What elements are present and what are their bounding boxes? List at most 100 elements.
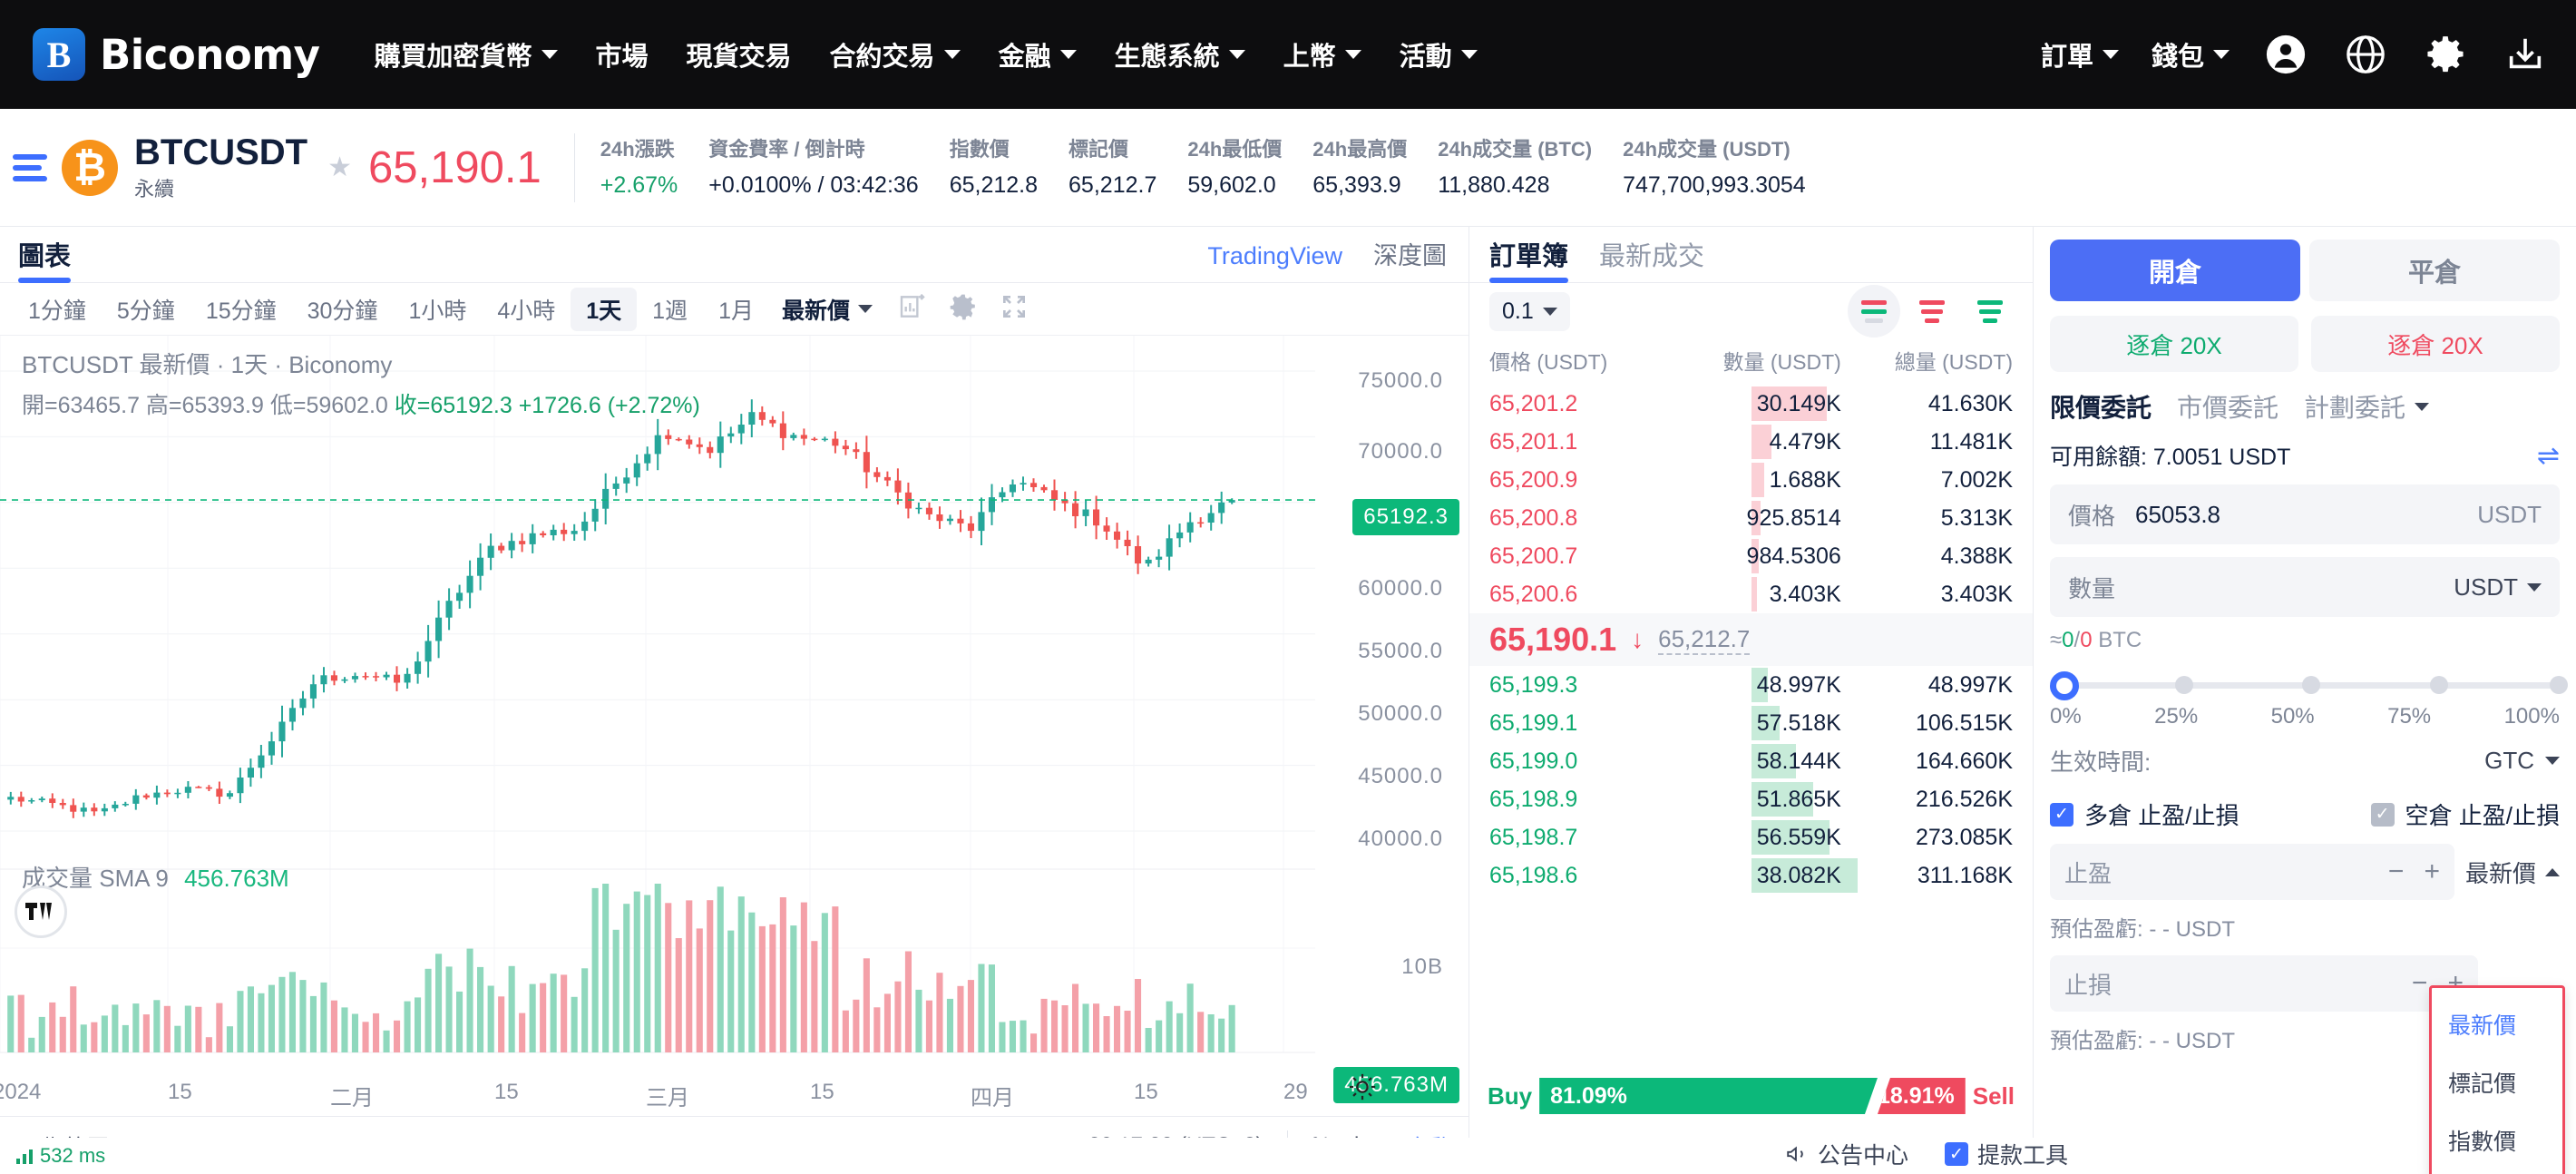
close-position-tab[interactable]: 平倉: [2309, 240, 2560, 301]
tif-dropdown[interactable]: GTC: [2484, 747, 2560, 775]
nav-item-wallet[interactable]: 錢包: [2152, 35, 2230, 73]
nav-item-futures[interactable]: 合約交易: [830, 35, 961, 73]
long-tpsl-checkbox[interactable]: ✓ 多倉 止盈/止損: [2050, 797, 2239, 831]
user-icon[interactable]: [2262, 31, 2309, 78]
price-input[interactable]: 價格 65053.8 USDT: [2050, 484, 2560, 544]
tp-label: 止盈: [2064, 859, 2113, 887]
status-bar: 532 ms 公告中心 ✓ 提款工具: [0, 1138, 2576, 1174]
indicator-icon[interactable]: [898, 292, 927, 326]
globe-icon[interactable]: [2342, 31, 2389, 78]
transfer-icon[interactable]: ⇌: [2536, 440, 2560, 471]
tp-price-source-dropdown[interactable]: 最新價: [2465, 856, 2560, 889]
table-row[interactable]: 65,199.0 58.144K 164.660K: [1469, 742, 2033, 780]
interval-1w[interactable]: 1週: [652, 298, 688, 324]
interval-1d[interactable]: 1天: [571, 287, 638, 331]
short-tpsl-checkbox[interactable]: ✓ 空倉 止盈/止損: [2370, 797, 2560, 831]
price-source-dropdown-menu[interactable]: 最新價 標記價 指數價: [2429, 985, 2565, 1174]
table-row[interactable]: 65,198.6 38.082K 311.168K: [1469, 856, 2033, 895]
sl-label: 止損: [2064, 971, 2113, 999]
table-row[interactable]: 65,199.1 57.518K 106.515K: [1469, 704, 2033, 742]
short-leverage-button[interactable]: 逐倉 20X: [2311, 316, 2560, 372]
stat-volume-usdt: 24h成交量 (USDT) 747,700,993.3054: [1623, 138, 1806, 198]
cell-price: 65,200.6: [1489, 581, 1578, 607]
y-tick: 75000.0: [1358, 368, 1443, 393]
tab-recent-trades[interactable]: 最新成交: [1599, 242, 1705, 271]
amount-slider[interactable]: [2050, 671, 2568, 700]
order-type-plan[interactable]: 計劃委託: [2304, 388, 2430, 425]
table-row[interactable]: 65,199.3 48.997K 48.997K: [1469, 666, 2033, 704]
take-profit-input[interactable]: 止盈 − +: [2050, 844, 2454, 900]
minus-icon[interactable]: −: [2387, 856, 2405, 886]
tab-chart[interactable]: 圖表: [18, 235, 72, 283]
cell-price: 65,201.1: [1489, 428, 1578, 455]
open-position-tab[interactable]: 開倉: [2050, 240, 2300, 301]
dropdown-option-index-price[interactable]: 指數價: [2448, 1130, 2517, 1155]
cell-price: 65,198.9: [1489, 786, 1578, 812]
nav-item-buy-crypto[interactable]: 購買加密貨幣: [375, 35, 558, 73]
long-leverage-button[interactable]: 逐倉 20X: [2050, 316, 2298, 372]
order-type-limit[interactable]: 限價委託: [2050, 394, 2152, 422]
nav-item-ecosystem[interactable]: 生態系統: [1115, 35, 1245, 73]
plus-icon[interactable]: +: [2424, 856, 2440, 886]
table-row[interactable]: 65,200.9 1.688K 7.002K: [1469, 461, 2033, 499]
amount-unit-dropdown[interactable]: USDT: [2454, 573, 2542, 602]
table-row[interactable]: 65,200.6 3.403K 3.403K: [1469, 575, 2033, 613]
nav-item-finance[interactable]: 金融: [999, 35, 1077, 73]
minus-icon[interactable]: −: [2411, 968, 2428, 998]
interval-4h[interactable]: 4小時: [497, 298, 556, 324]
interval-5m[interactable]: 5分鐘: [116, 298, 175, 324]
nav-item-spot[interactable]: 現貨交易: [686, 43, 792, 72]
chevron-down-icon: [2527, 582, 2542, 592]
gear-icon[interactable]: [949, 292, 978, 326]
interval-30m[interactable]: 30分鐘: [307, 298, 378, 324]
table-row[interactable]: 65,201.1 4.479K 11.481K: [1469, 423, 2033, 461]
dropdown-option-mark-price[interactable]: 標記價: [2448, 1071, 2517, 1097]
cell-qty: 48.997K: [1756, 671, 1841, 698]
interval-1h[interactable]: 1小時: [408, 298, 467, 324]
pair-list-toggle-icon[interactable]: [13, 149, 49, 187]
calculator-button[interactable]: ✓ 提款工具: [1944, 1138, 2068, 1170]
slider-knob[interactable]: [2050, 671, 2079, 700]
slider-mark-50[interactable]: [2302, 676, 2321, 694]
nav-item-orders[interactable]: 訂單: [2041, 35, 2119, 73]
notice-center-button[interactable]: 公告中心: [1785, 1138, 1908, 1170]
stat-change: 24h漲跌 +2.67%: [600, 138, 678, 198]
price-chart[interactable]: BTCUSDT 最新價 · 1天 · Biconomy 開=63465.7 高=…: [0, 336, 1469, 1116]
tab-orderbook[interactable]: 訂單簿: [1489, 235, 1569, 283]
stop-loss-input[interactable]: 止損 − +: [2050, 955, 2478, 1012]
price-source-dropdown[interactable]: 最新價: [769, 288, 885, 331]
table-row[interactable]: 65,200.8 925.8514 5.313K: [1469, 499, 2033, 537]
slider-mark-75[interactable]: [2429, 676, 2448, 694]
nav-item-markets[interactable]: 市場: [595, 43, 649, 72]
dropdown-option-last-price[interactable]: 最新價: [2448, 1013, 2517, 1039]
order-type-market[interactable]: 市價委託: [2177, 394, 2279, 422]
tick-size-dropdown[interactable]: 0.1: [1489, 291, 1570, 331]
gear-icon[interactable]: [2422, 31, 2469, 78]
favorite-star-icon[interactable]: ★: [327, 152, 352, 182]
fullscreen-icon[interactable]: [1000, 292, 1029, 326]
price-axis[interactable]: 75000.0 70000.0 65192.3 60000.0 55000.0 …: [1314, 336, 1469, 1116]
slider-mark-25[interactable]: [2174, 676, 2193, 694]
link-tradingview[interactable]: TradingView: [1207, 242, 1342, 269]
amount-input[interactable]: 數量 USDT: [2050, 557, 2560, 617]
tradingview-logo-icon[interactable]: [15, 885, 67, 938]
view-both-icon[interactable]: [1848, 285, 1900, 338]
interval-1m[interactable]: 1分鐘: [28, 298, 86, 324]
download-icon[interactable]: [2502, 31, 2549, 78]
col-qty: 數量 (USDT): [1722, 350, 1841, 374]
table-row[interactable]: 65,198.9 51.865K 216.526K: [1469, 780, 2033, 818]
chart-settings-gear-icon[interactable]: [1347, 1071, 1378, 1107]
slider-mark-100[interactable]: [2549, 676, 2568, 694]
table-row[interactable]: 65,201.2 30.149K 41.630K: [1469, 385, 2033, 423]
table-row[interactable]: 65,200.7 984.5306 4.388K: [1469, 537, 2033, 575]
view-asks-icon[interactable]: [1906, 285, 1958, 338]
table-row[interactable]: 65,198.7 56.559K 273.085K: [1469, 818, 2033, 856]
interval-1M[interactable]: 1月: [718, 298, 754, 324]
brand-logo[interactable]: B Biconomy: [33, 28, 320, 81]
interval-15m[interactable]: 15分鐘: [205, 298, 277, 324]
view-bids-icon[interactable]: [1964, 285, 2016, 338]
time-axis[interactable]: 2024 15 二月 15 三月 15 四月 15 29: [0, 1074, 1314, 1116]
nav-item-listing[interactable]: 上幣: [1283, 35, 1361, 73]
link-depth-chart[interactable]: 深度圖: [1373, 242, 1447, 269]
nav-item-activity[interactable]: 活動: [1400, 35, 1478, 73]
